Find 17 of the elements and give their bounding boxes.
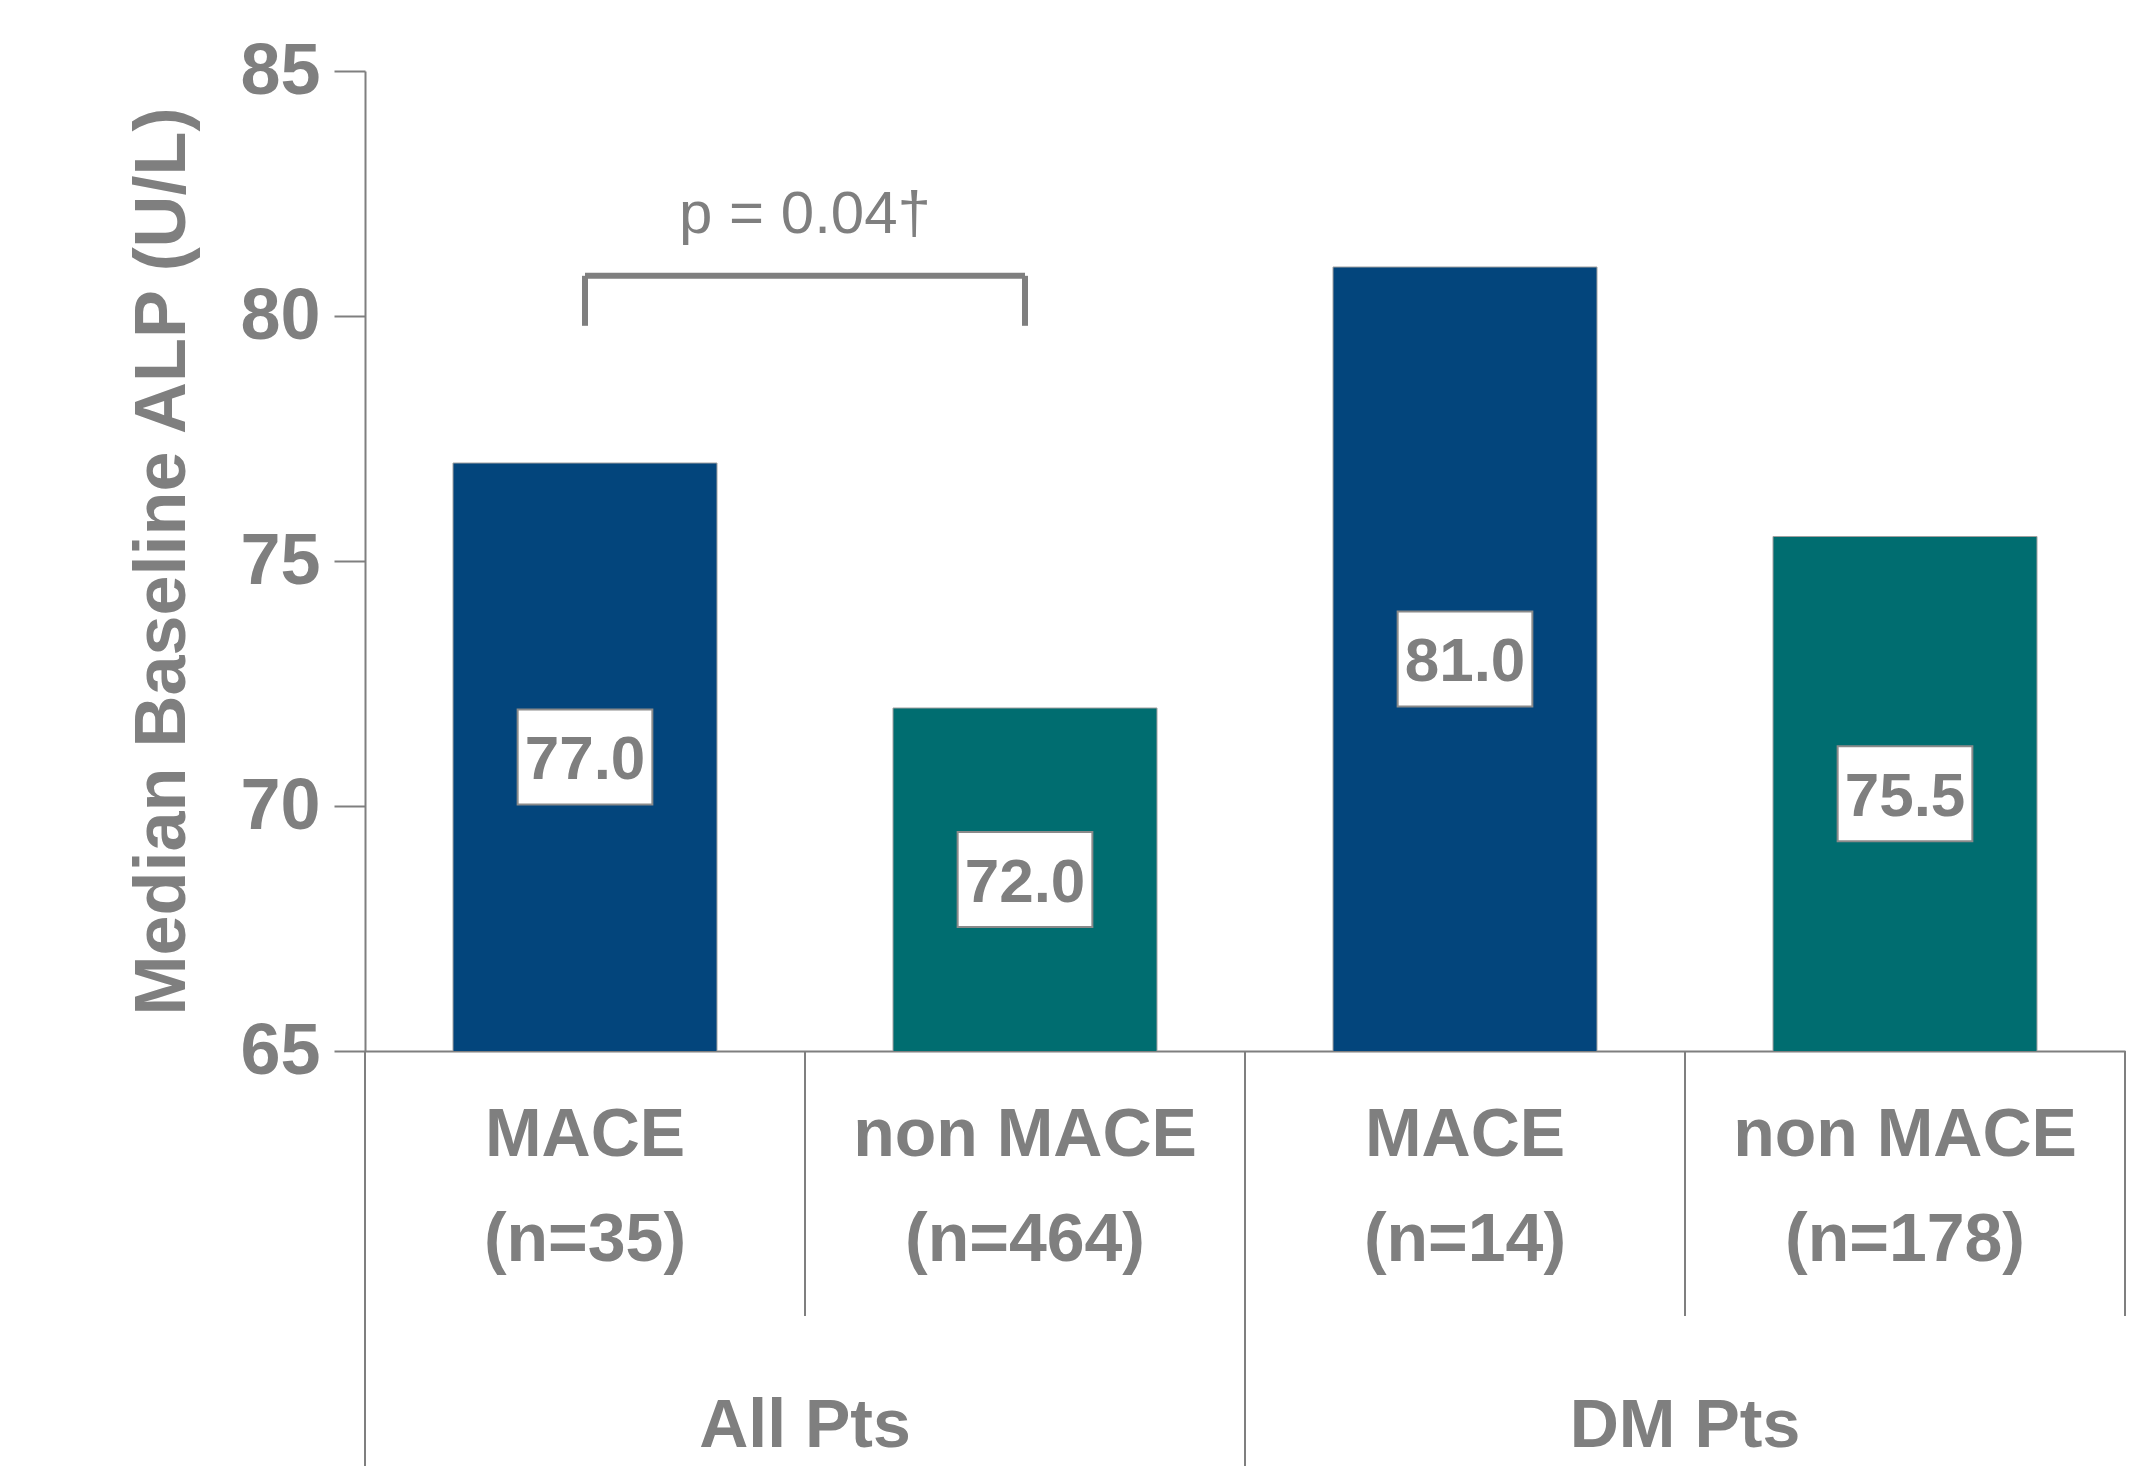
data-label: 81.0 bbox=[1404, 625, 1526, 694]
x-tick-label: MACE (n=35) bbox=[483, 1093, 687, 1275]
annotation: p = 0.04† bbox=[679, 178, 931, 246]
y-axis-title: Median Baseline ALP (U/L) bbox=[120, 107, 201, 1016]
y-tick-label: 70 bbox=[240, 763, 321, 844]
data-label: 75.5 bbox=[1844, 759, 1966, 829]
y-tick-label: 80 bbox=[240, 273, 321, 354]
x-tick-label: non MACE (n=178) bbox=[1733, 1093, 2077, 1275]
text: DM Pts bbox=[1569, 1385, 1801, 1461]
data-label: 77.0 bbox=[524, 723, 646, 792]
y-tick-label: 65 bbox=[240, 1008, 321, 1089]
y-tick-label: 85 bbox=[240, 28, 321, 109]
data-label: 72.0 bbox=[964, 845, 1086, 915]
text: All Pts bbox=[699, 1385, 911, 1461]
x-tick-label: MACE (n=14) bbox=[1363, 1093, 1567, 1275]
x-tick-label: non MACE (n=464) bbox=[853, 1093, 1197, 1275]
y-tick-label: 75 bbox=[240, 518, 321, 599]
